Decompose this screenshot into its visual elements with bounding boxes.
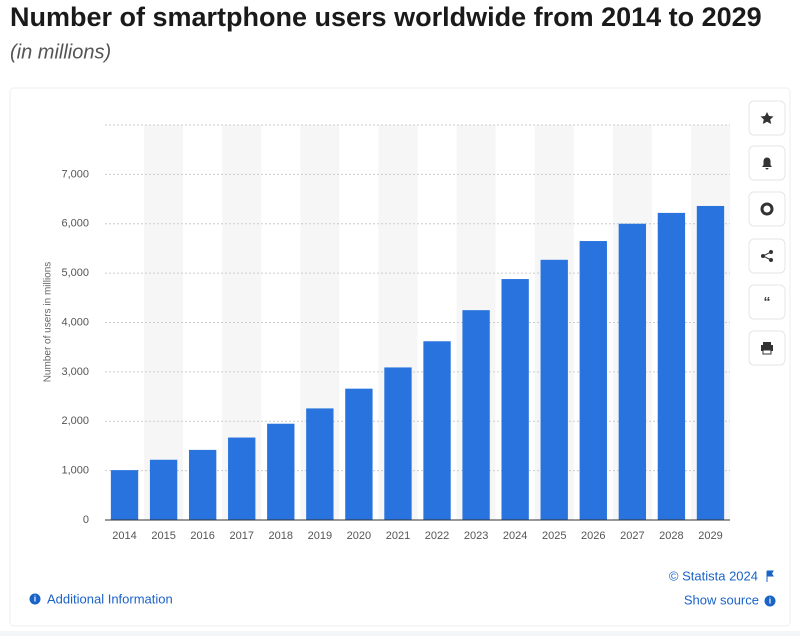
y-tick-label: 1,000: [61, 465, 89, 477]
bar: [267, 423, 295, 520]
flag-icon: [766, 570, 774, 582]
bar: [462, 310, 490, 520]
x-tick-label: 2026: [581, 530, 605, 542]
x-tick-label: 2028: [659, 530, 683, 542]
x-tick-label: 2027: [620, 530, 644, 542]
bar: [657, 212, 686, 520]
x-tick-label: 2015: [151, 530, 175, 542]
x-tick-label: 2019: [308, 530, 332, 542]
bar: [501, 279, 529, 520]
bar: [306, 408, 334, 520]
y-tick-label: 4,000: [61, 316, 89, 328]
notification-button[interactable]: [748, 145, 786, 181]
cite-button[interactable]: “: [748, 284, 786, 320]
svg-text:i: i: [34, 595, 36, 604]
x-tick-label: 2023: [464, 530, 488, 542]
y-tick-label: 2,000: [61, 415, 89, 427]
x-tick-label: 2029: [698, 530, 722, 542]
copyright: © Statista 2024: [669, 568, 758, 583]
chart-subtitle: (in millions): [10, 41, 111, 63]
y-tick-label: 5,000: [61, 267, 89, 279]
additional-info[interactable]: Additional Information: [47, 591, 173, 606]
x-tick-label: 2014: [112, 530, 136, 542]
share-button[interactable]: [748, 238, 786, 274]
bar: [618, 223, 647, 520]
bar: [384, 367, 412, 520]
bar: [540, 259, 568, 520]
bar: [149, 459, 178, 520]
x-tick-label: 2020: [347, 530, 371, 542]
bar: [228, 437, 256, 520]
bar: [696, 205, 725, 520]
bar: [110, 470, 139, 520]
y-tick-label: 3,000: [61, 366, 89, 378]
favorite-button[interactable]: [748, 100, 786, 136]
print-button[interactable]: [748, 330, 786, 366]
y-tick-label: 7,000: [61, 168, 89, 180]
chart-title: Number of smartphone users worldwide fro…: [10, 2, 762, 32]
y-axis-label: Number of users in millions: [43, 262, 54, 383]
x-tick-label: 2016: [190, 530, 214, 542]
bar: [423, 341, 451, 520]
x-tick-label: 2018: [269, 530, 293, 542]
bar: [345, 388, 373, 520]
bar: [188, 449, 217, 520]
settings-button[interactable]: [748, 191, 786, 227]
show-source[interactable]: Show source: [684, 592, 759, 607]
x-tick-label: 2017: [229, 530, 253, 542]
x-tick-label: 2025: [542, 530, 566, 542]
y-tick-label: 0: [83, 514, 89, 526]
y-tick-label: 6,000: [61, 218, 89, 230]
svg-text:“: “: [764, 294, 771, 310]
show-source-link[interactable]: Show source i: [684, 592, 776, 607]
svg-text:i: i: [769, 597, 771, 606]
x-tick-label: 2022: [425, 530, 449, 542]
bar: [579, 241, 607, 520]
additional-info-link[interactable]: i Additional Information: [29, 591, 173, 606]
x-tick-label: 2024: [503, 530, 527, 542]
x-tick-label: 2021: [386, 530, 410, 542]
